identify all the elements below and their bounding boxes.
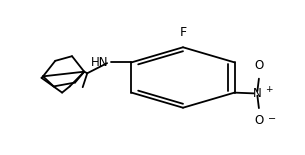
Text: O: O (254, 59, 264, 72)
Text: HN: HN (91, 56, 109, 69)
Text: O: O (254, 114, 264, 127)
Text: N: N (253, 87, 262, 100)
Text: F: F (179, 26, 187, 39)
Text: +: + (265, 85, 272, 95)
Text: −: − (268, 114, 276, 124)
